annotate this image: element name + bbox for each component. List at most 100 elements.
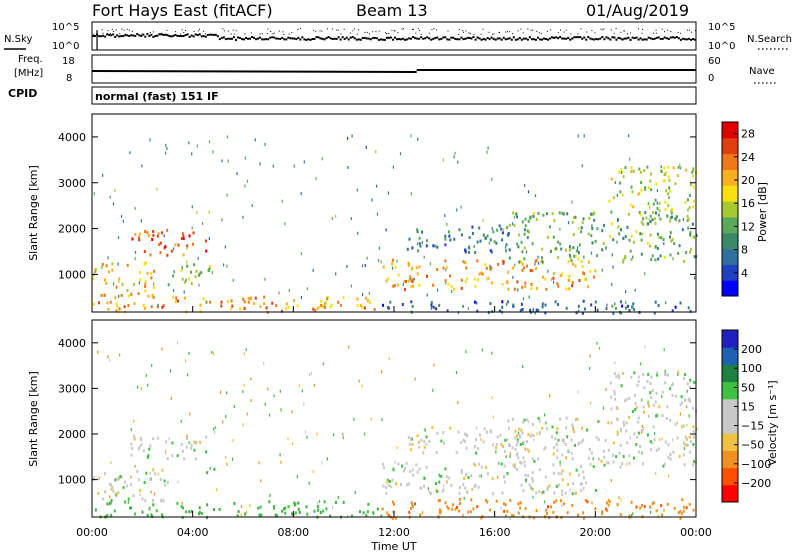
heat-cell bbox=[624, 166, 627, 169]
heat-speckle bbox=[457, 401, 459, 404]
heat-cell bbox=[107, 307, 110, 311]
noise-point bbox=[200, 35, 203, 38]
heat-speckle bbox=[137, 385, 139, 389]
heat-speckle bbox=[221, 159, 223, 163]
heat-speckle bbox=[467, 307, 469, 311]
heat-cell bbox=[675, 215, 678, 219]
heat-speckle bbox=[312, 470, 314, 474]
heat-cell bbox=[153, 285, 155, 289]
heat-cell bbox=[362, 511, 365, 515]
noise-search-point bbox=[686, 29, 688, 31]
noise-search-point bbox=[297, 28, 299, 30]
noise-point bbox=[583, 36, 586, 39]
nsky-label: N.Sky bbox=[4, 34, 32, 45]
heat-cell bbox=[205, 249, 208, 253]
noise-point bbox=[468, 36, 471, 39]
heat-cell bbox=[444, 467, 447, 471]
heat-speckle bbox=[410, 192, 412, 196]
heat-cell bbox=[630, 234, 633, 238]
heat-cell bbox=[514, 465, 516, 469]
heat-cell bbox=[115, 477, 118, 481]
noise-point bbox=[567, 36, 570, 39]
heat-cell bbox=[482, 440, 485, 444]
heat-cell bbox=[613, 372, 616, 375]
noise-search-point bbox=[204, 33, 206, 35]
heat-cell bbox=[540, 259, 543, 263]
heat-cell bbox=[382, 303, 384, 307]
power-colorbar-segment bbox=[722, 232, 738, 250]
heat-speckle bbox=[563, 441, 565, 444]
heat-cell bbox=[393, 502, 395, 506]
noise-search-point bbox=[388, 32, 390, 34]
heat-speckle bbox=[660, 165, 662, 169]
heat-speckle bbox=[226, 462, 228, 466]
noise-search-point bbox=[356, 33, 358, 35]
heat-speckle bbox=[172, 289, 175, 292]
heat-speckle bbox=[488, 241, 490, 245]
heat-speckle bbox=[661, 437, 663, 441]
noise-point bbox=[402, 37, 405, 40]
heat-speckle bbox=[212, 427, 215, 431]
heat-speckle bbox=[675, 218, 677, 222]
heat-cell bbox=[502, 261, 505, 265]
heat-speckle bbox=[351, 134, 353, 138]
noise-point bbox=[595, 38, 598, 41]
heat-speckle bbox=[321, 157, 323, 161]
noise-point bbox=[343, 38, 346, 41]
heat-cell bbox=[559, 274, 562, 278]
heat-cell bbox=[672, 450, 675, 454]
heat-cell bbox=[572, 233, 575, 236]
heat-cell bbox=[485, 430, 488, 434]
noise-search-point bbox=[161, 32, 163, 34]
heat-cell bbox=[137, 292, 140, 296]
heat-speckle bbox=[381, 418, 383, 422]
heat-speckle bbox=[577, 246, 579, 250]
heat-cell bbox=[637, 192, 640, 196]
heat-speckle bbox=[188, 352, 190, 355]
heat-cell bbox=[200, 512, 203, 515]
heat-speckle bbox=[445, 268, 447, 272]
heat-cell bbox=[668, 178, 671, 182]
heat-cell bbox=[560, 489, 563, 493]
noise-point bbox=[476, 36, 479, 39]
noise-search-point bbox=[235, 30, 237, 32]
heat-cell bbox=[182, 234, 185, 238]
heat-speckle bbox=[421, 241, 423, 245]
heat-cell bbox=[660, 504, 663, 508]
noise-point bbox=[148, 34, 151, 37]
noise-search-point bbox=[428, 32, 430, 34]
noise-point bbox=[641, 38, 644, 41]
heat-cell bbox=[594, 507, 597, 511]
heat-cell bbox=[620, 384, 623, 388]
heat-cell bbox=[180, 505, 183, 509]
heat-cell bbox=[147, 234, 150, 238]
heat-cell bbox=[391, 500, 394, 504]
heat-speckle bbox=[610, 479, 612, 483]
noise-point bbox=[240, 38, 243, 41]
noise-point bbox=[226, 37, 229, 40]
heat-cell bbox=[615, 375, 618, 379]
heat-cell bbox=[638, 191, 641, 195]
heat-speckle bbox=[149, 138, 151, 142]
heat-cell bbox=[678, 219, 681, 223]
heat-cell bbox=[409, 438, 412, 441]
noise-point bbox=[621, 38, 624, 41]
heat-cell bbox=[567, 260, 570, 263]
heat-speckle bbox=[632, 512, 634, 516]
heat-speckle bbox=[416, 242, 419, 246]
heat-cell bbox=[619, 190, 622, 194]
heat-cell bbox=[209, 264, 212, 268]
heat-cell bbox=[513, 223, 516, 227]
heat-cell bbox=[120, 293, 123, 297]
noise-search-point bbox=[435, 29, 437, 31]
noise-search-point bbox=[492, 33, 494, 35]
heat-cell bbox=[194, 457, 197, 461]
heat-cell bbox=[667, 165, 670, 169]
noise-search-point bbox=[563, 31, 565, 33]
noise-search-point bbox=[570, 33, 572, 35]
heat-cell bbox=[517, 511, 520, 515]
noise-point bbox=[192, 35, 195, 38]
heat-cell bbox=[622, 372, 625, 375]
heat-speckle bbox=[170, 396, 172, 400]
